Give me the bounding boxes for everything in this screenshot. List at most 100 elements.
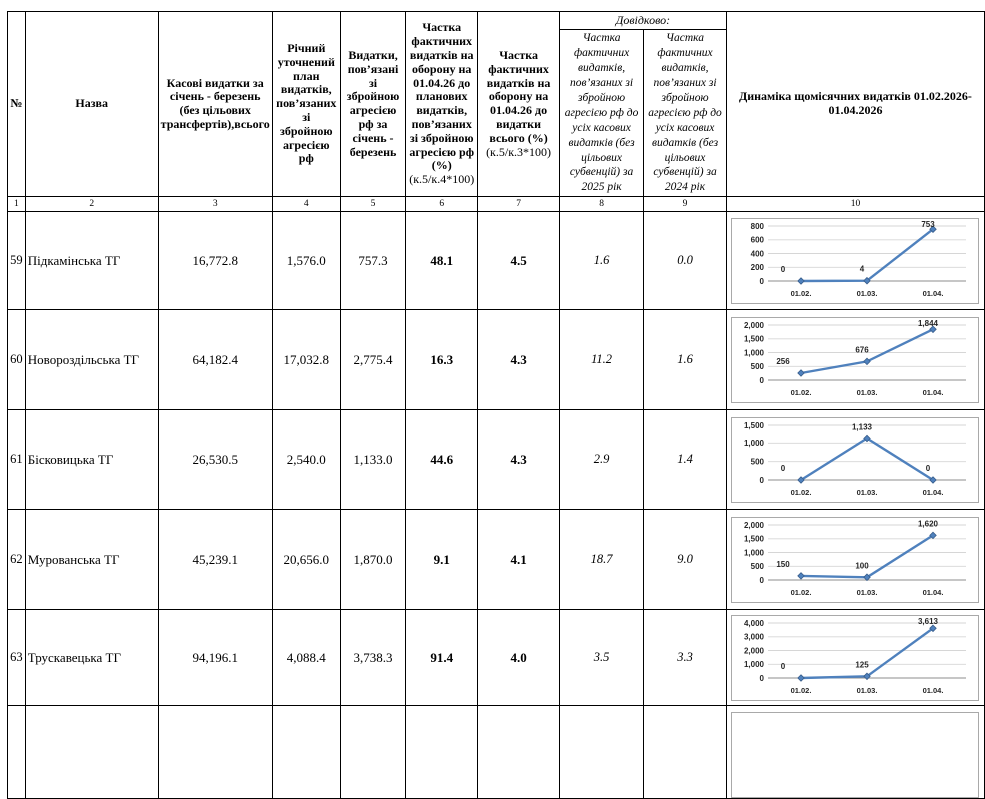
line-chart-row-60: 2,000 1,500 1,000 500 0 256 676 1,844 01.02. 01.0… [731, 316, 980, 403]
share-of-total-value: 4.3 [477, 309, 560, 411]
annual-plan-value [271, 705, 341, 799]
column-index: 4 [271, 196, 341, 213]
community-name: Новороздільська ТГ [24, 309, 159, 411]
svg-text:0: 0 [760, 674, 765, 683]
svg-text:01.03.: 01.03. [857, 488, 878, 497]
table-row-partial [7, 705, 985, 799]
svg-text:01.04.: 01.04. [923, 686, 944, 695]
line-chart-row-63: 4,000 3,000 2,000 1,000 0 0 125 3,613 01.02. 01.0… [731, 614, 980, 701]
header-row-top: № Назва Касові видатки за січень - берез… [7, 10, 985, 198]
svg-text:400: 400 [751, 249, 765, 258]
svg-text:800: 800 [751, 222, 765, 231]
column-index: 6 [405, 196, 479, 213]
svg-text:0: 0 [926, 464, 931, 473]
aggression-expenditures-value: 1,870.0 [339, 509, 407, 611]
column-index: 7 [477, 196, 560, 213]
header-annual-plan: Річний уточнений план видатків, пов’язан… [271, 10, 341, 198]
table-row: 61 Бісковицька ТГ 26,530.5 2,540.0 1,133… [7, 409, 985, 511]
share-of-total-value: 4.0 [477, 609, 560, 707]
svg-text:0: 0 [760, 376, 765, 385]
svg-text:0: 0 [781, 464, 786, 473]
share-2024-value: 0.0 [643, 211, 727, 311]
aggression-expenditures-value: 2,775.4 [339, 309, 407, 411]
share-2024-value: 3.3 [643, 609, 727, 707]
cash-expenditures-value: 16,772.8 [157, 211, 273, 311]
header-monthly-dynamics: Динаміка щомісячних видатків 01.02.2026-… [725, 10, 985, 198]
cash-expenditures-value: 45,239.1 [157, 509, 273, 611]
share-of-plan-value: 16.3 [405, 309, 479, 411]
dynamics-chart-cell: 2,000 1,500 1,000 500 0 256 676 1,844 01.02. 01.0… [725, 309, 985, 411]
dynamics-chart-cell: 800 600 400 200 0 0 4 753 01.02. 01.03. 01.04. [725, 211, 985, 311]
row-number: 59 [7, 211, 26, 311]
svg-text:1,500: 1,500 [744, 421, 765, 430]
svg-text:1,000: 1,000 [744, 548, 765, 557]
svg-text:01.03.: 01.03. [857, 588, 878, 597]
column-index: 9 [643, 196, 727, 213]
svg-text:500: 500 [751, 362, 765, 371]
share-2025-value: 2.9 [558, 409, 645, 511]
aggression-expenditures-value: 1,133.0 [339, 409, 407, 511]
row-number: 62 [7, 509, 26, 611]
aggression-expenditures-value: 757.3 [339, 211, 407, 311]
column-index: 2 [24, 196, 159, 213]
svg-text:01.03.: 01.03. [857, 388, 878, 397]
svg-text:01.04.: 01.04. [923, 388, 944, 397]
share-of-plan-value: 91.4 [405, 609, 479, 707]
svg-text:01.02.: 01.02. [791, 686, 812, 695]
svg-text:125: 125 [856, 660, 870, 669]
svg-text:500: 500 [751, 457, 765, 466]
header-share-of-plan-text: Частка фактичних видатків на оборону на … [409, 20, 475, 173]
svg-text:2,000: 2,000 [744, 321, 765, 330]
expenditure-table: № Назва Касові видатки за січень - берез… [7, 10, 985, 799]
svg-text:150: 150 [777, 560, 791, 569]
header-share-of-plan-formula: (к.5/к.4*100) [409, 172, 475, 187]
svg-text:2,000: 2,000 [744, 521, 765, 530]
share-2024-value [643, 705, 727, 799]
svg-text:0: 0 [760, 476, 765, 485]
svg-text:0: 0 [781, 662, 786, 671]
svg-text:200: 200 [751, 263, 765, 272]
column-index: 10 [725, 196, 985, 213]
svg-text:3,000: 3,000 [744, 632, 765, 641]
share-2025-value [558, 705, 645, 799]
cash-expenditures-value: 94,196.1 [157, 609, 273, 707]
svg-text:01.02.: 01.02. [791, 588, 812, 597]
aggression-expenditures-value [339, 705, 407, 799]
svg-text:0: 0 [760, 576, 765, 585]
dynamics-chart-cell: 4,000 3,000 2,000 1,000 0 0 125 3,613 01.02. 01.0… [725, 609, 985, 707]
header-name: Назва [24, 10, 159, 198]
annual-plan-value: 20,656.0 [271, 509, 341, 611]
share-2025-value: 18.7 [558, 509, 645, 611]
header-share-of-total-text: Частка фактичних видатків на оборону на … [486, 47, 551, 145]
cash-expenditures-value: 64,182.4 [157, 309, 273, 411]
header-share-2025: Частка фактичних видатків, пов’язаних зі… [558, 28, 645, 198]
header-aggression-expenditures: Видатки, пов’язані зі збройною агресією … [339, 10, 407, 198]
svg-text:01.03.: 01.03. [857, 289, 878, 298]
header-reference-group: Довідково: [558, 11, 727, 30]
svg-text:4: 4 [860, 265, 865, 274]
svg-text:500: 500 [751, 562, 765, 571]
community-name: Підкамінська ТГ [24, 211, 159, 311]
svg-text:01.02.: 01.02. [791, 289, 812, 298]
community-name [24, 705, 159, 799]
annual-plan-value: 4,088.4 [271, 609, 341, 707]
share-of-total-value: 4.5 [477, 211, 560, 311]
svg-text:4,000: 4,000 [744, 619, 765, 628]
share-2025-value: 11.2 [558, 309, 645, 411]
line-chart-row-59: 800 600 400 200 0 0 4 753 01.02. 01.03. 01.04. [731, 217, 980, 304]
svg-text:676: 676 [856, 345, 870, 354]
svg-text:256: 256 [777, 357, 791, 366]
svg-text:01.02.: 01.02. [791, 388, 812, 397]
share-of-plan-value: 48.1 [405, 211, 479, 311]
svg-text:1,500: 1,500 [744, 334, 765, 343]
expenditure-table-sheet: № Назва Касові видатки за січень - берез… [7, 10, 985, 799]
svg-text:01.04.: 01.04. [923, 289, 944, 298]
aggression-expenditures-value: 3,738.3 [339, 609, 407, 707]
header-share-of-total-formula: (к.5/к.3*100) [486, 144, 552, 159]
dynamics-chart-cell: 1,500 1,000 500 0 0 1,133 0 01.02. 01.03. 01.04. [725, 409, 985, 511]
svg-text:0: 0 [760, 277, 765, 286]
share-2025-value: 3.5 [558, 609, 645, 707]
share-of-total-value [477, 705, 560, 799]
svg-text:01.04.: 01.04. [923, 588, 944, 597]
community-name: Мурованська ТГ [24, 509, 159, 611]
